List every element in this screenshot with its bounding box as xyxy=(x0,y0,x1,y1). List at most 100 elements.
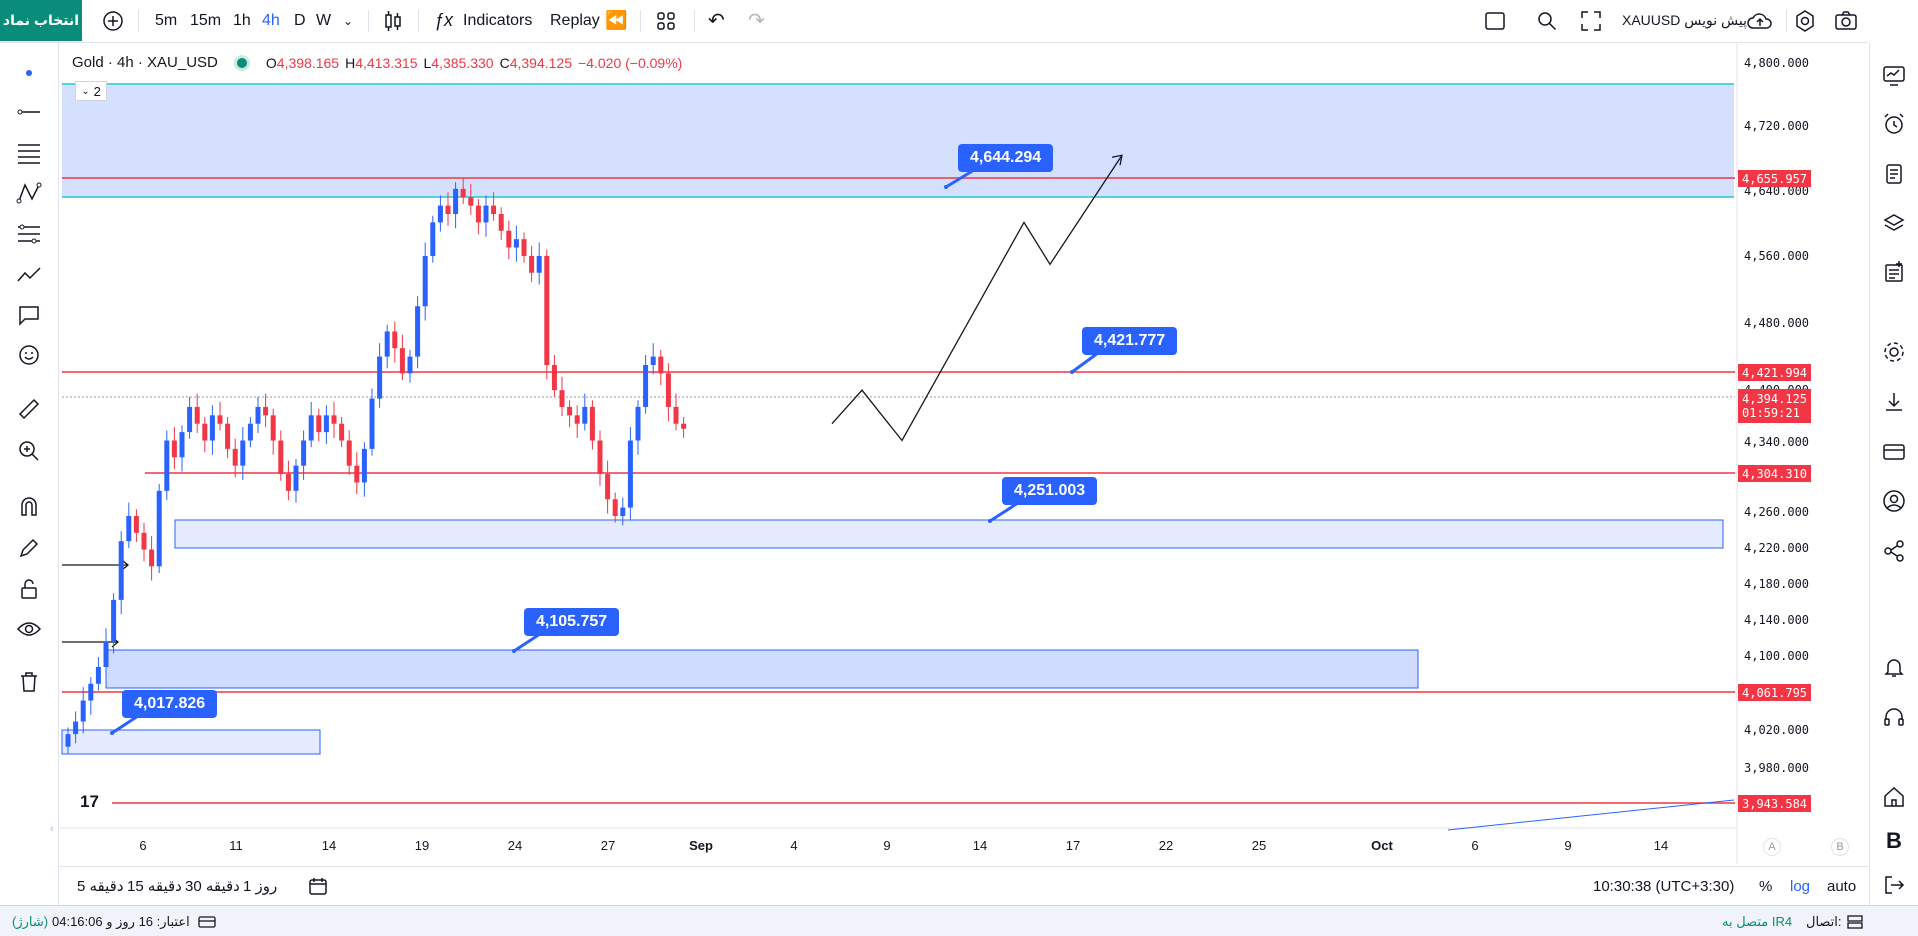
candle-body xyxy=(597,440,603,475)
price-callout[interactable]: 4,251.003 xyxy=(1002,477,1098,505)
list-add-icon[interactable] xyxy=(1880,258,1908,286)
price-callout[interactable]: 4,421.777 xyxy=(1082,327,1178,355)
candle-body xyxy=(620,507,626,516)
candles-style-icon[interactable] xyxy=(382,0,404,41)
bell-icon[interactable] xyxy=(1880,653,1908,681)
candle-body xyxy=(133,516,139,533)
axis-corner-button[interactable]: A xyxy=(1763,838,1781,856)
replay-button[interactable]: Replay xyxy=(550,11,600,29)
redo-icon[interactable]: ↷ xyxy=(748,10,765,32)
trash-icon[interactable] xyxy=(15,668,43,696)
replay-icon[interactable]: ⏪ xyxy=(605,10,628,30)
auto-toggle[interactable]: auto xyxy=(1827,877,1857,895)
magnet-icon[interactable] xyxy=(15,493,43,521)
layers-icon[interactable] xyxy=(1880,209,1908,237)
zoom-in-icon[interactable] xyxy=(15,437,43,465)
projection-path xyxy=(831,154,1123,442)
range-1d[interactable]: 1 روز xyxy=(243,878,278,895)
pattern-tool-icon[interactable] xyxy=(15,179,43,207)
candle-body xyxy=(544,255,550,365)
candle-body xyxy=(643,365,649,407)
range-30m[interactable]: 30 دقیقه xyxy=(185,878,240,895)
clock-time[interactable]: 10:30:38 (UTC+3:30) xyxy=(1593,877,1735,895)
exit-icon[interactable] xyxy=(1880,871,1908,899)
price-callout[interactable]: 4,644.294 xyxy=(958,144,1054,172)
expand-icon[interactable] xyxy=(1580,0,1602,41)
top-toolbar: انتخاب نماد 5m 15m 1h 4h D W ⌄ ƒx Indica… xyxy=(0,0,1868,43)
time-tick-label: 11 xyxy=(229,838,243,853)
projection-icon[interactable] xyxy=(15,260,43,288)
charge-link[interactable]: (شارژ) xyxy=(12,913,49,929)
bold-b-icon[interactable]: B xyxy=(1886,828,1902,853)
time-tick-label: 19 xyxy=(414,838,430,853)
callout-pointer xyxy=(513,632,541,653)
fullscreen-box-icon[interactable] xyxy=(1484,0,1506,41)
indicators-button[interactable]: Indicators xyxy=(463,11,533,29)
horizontal-lines-icon[interactable] xyxy=(15,139,43,167)
server-icon xyxy=(1846,906,1864,936)
gear-icon[interactable] xyxy=(1880,338,1908,366)
home-icon[interactable] xyxy=(1880,783,1908,811)
percent-toggle[interactable]: % xyxy=(1759,877,1773,895)
pencil-lock-icon[interactable] xyxy=(15,534,43,562)
headset-icon[interactable] xyxy=(1880,703,1908,731)
axis-corner-button[interactable]: B xyxy=(1831,838,1849,856)
candle-body xyxy=(361,448,367,483)
eye-icon[interactable] xyxy=(15,615,43,643)
undo-icon[interactable]: ↶ xyxy=(708,10,725,32)
time-tick-label: 9 xyxy=(1564,838,1572,853)
symbol-title[interactable]: XAUUSD پیش نویس xyxy=(1622,12,1747,28)
candle-body xyxy=(529,255,535,273)
user-icon[interactable] xyxy=(1880,487,1908,515)
lock-icon[interactable] xyxy=(15,575,43,603)
range-5m[interactable]: 5 دقیقه xyxy=(77,878,124,895)
timeframe-d[interactable]: D xyxy=(294,11,306,29)
timeframe-dropdown-icon[interactable]: ⌄ xyxy=(343,13,354,28)
candle-body xyxy=(126,516,132,542)
timeframe-4h[interactable]: 4h xyxy=(262,11,280,29)
price-tag: 4,304.310 xyxy=(1738,465,1812,482)
annotation-icon[interactable] xyxy=(15,301,43,329)
download-icon[interactable] xyxy=(1880,388,1908,416)
bottom-toolbar: 5 دقیقه 15 دقیقه 30 دقیقه 1 روز 10:30:38… xyxy=(59,866,1868,905)
chart-legend[interactable]: Gold · 4h · XAU_USD O4,398.165 H4,413.31… xyxy=(72,54,682,71)
share-icon[interactable] xyxy=(1880,537,1908,565)
candle-body xyxy=(658,356,664,374)
price-callout[interactable]: 4,105.757 xyxy=(524,608,620,636)
add-symbol-icon[interactable] xyxy=(102,0,124,41)
settings-icon[interactable] xyxy=(1793,0,1817,41)
candle-body xyxy=(605,474,611,500)
timeframe-1h[interactable]: 1h xyxy=(233,11,251,29)
timeframe-5m[interactable]: 5m xyxy=(155,11,178,29)
candle-body xyxy=(263,406,269,416)
fib-tool-icon[interactable] xyxy=(15,220,43,248)
card-icon[interactable] xyxy=(1880,438,1908,466)
timeframe-w[interactable]: W xyxy=(316,11,332,29)
demand-zone-mid xyxy=(105,649,1419,689)
cursor-dot-icon[interactable] xyxy=(15,59,43,87)
fx-icon[interactable]: ƒx xyxy=(434,10,454,30)
timeframe-15m[interactable]: 15m xyxy=(190,11,222,29)
cloud-upload-icon[interactable] xyxy=(1746,0,1774,41)
notes-icon[interactable] xyxy=(1880,160,1908,188)
calendar-range-icon[interactable] xyxy=(307,867,329,905)
price-callout[interactable]: 4,017.826 xyxy=(122,690,218,718)
emoji-icon[interactable] xyxy=(15,341,43,369)
alarm-clock-icon[interactable] xyxy=(1880,110,1908,138)
quick-search-icon[interactable] xyxy=(1536,0,1558,41)
ruler-icon[interactable] xyxy=(15,395,43,423)
candle-body xyxy=(635,406,641,441)
legend-collapse-button[interactable]: ⌄ 2 xyxy=(75,81,107,101)
watchlist-icon[interactable] xyxy=(1880,61,1908,89)
callout-pointer xyxy=(989,501,1019,523)
camera-icon[interactable] xyxy=(1834,0,1858,41)
layouts-icon[interactable] xyxy=(655,0,677,41)
collapse-panel-icon[interactable]: ‹ xyxy=(50,823,54,835)
time-tick-label: 22 xyxy=(1158,838,1174,853)
symbol-select-button[interactable]: انتخاب نماد xyxy=(0,0,82,41)
legend-title[interactable]: Gold · 4h · XAU_USD xyxy=(72,54,218,71)
trend-line-icon[interactable] xyxy=(15,98,43,126)
range-15m[interactable]: 15 دقیقه xyxy=(127,878,182,895)
log-toggle[interactable]: log xyxy=(1790,877,1811,895)
